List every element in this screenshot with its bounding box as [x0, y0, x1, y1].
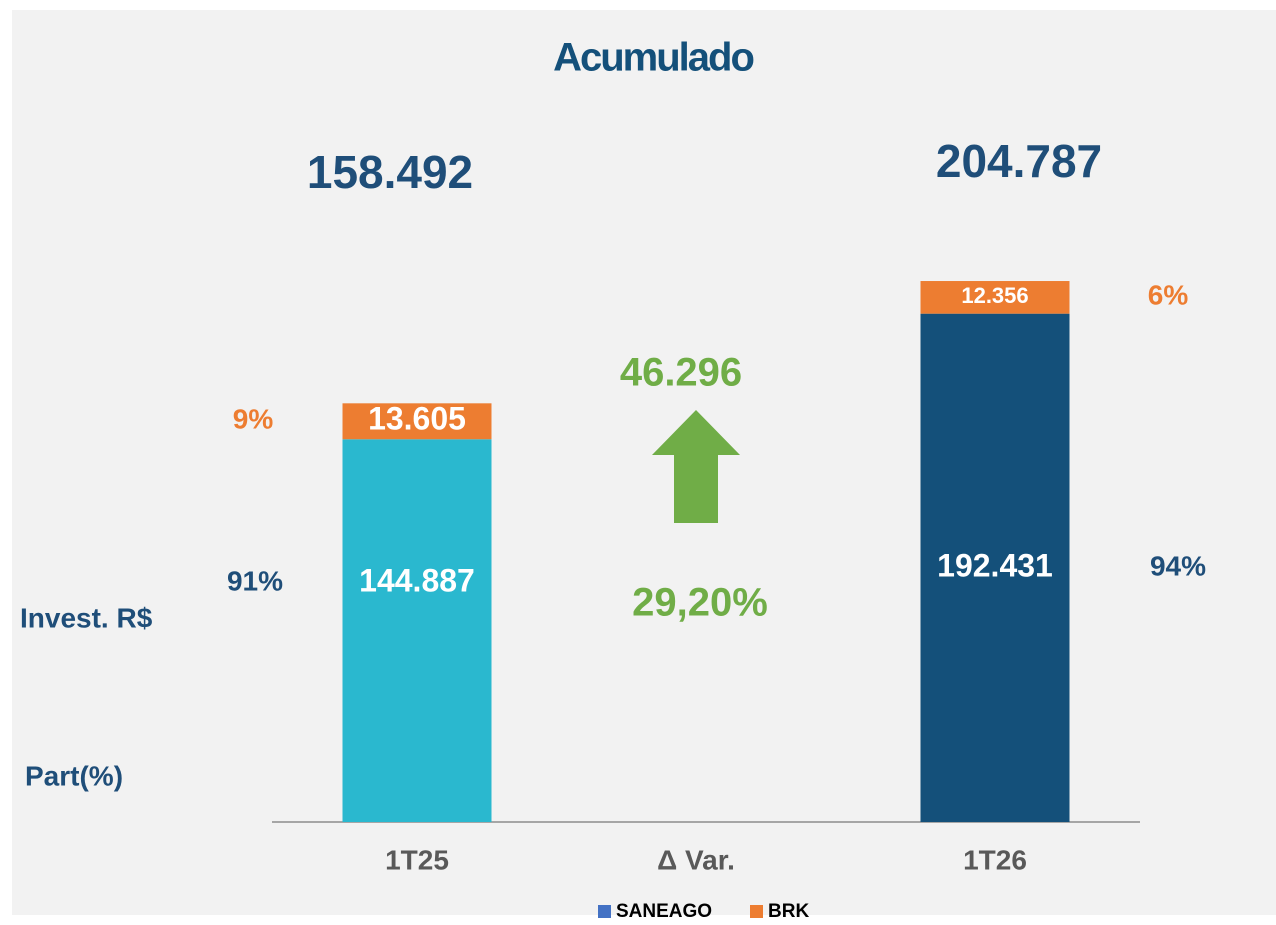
- data-label: 192.431: [937, 547, 1053, 583]
- x-tick-label: Δ Var.: [657, 844, 735, 875]
- data-label: 13.605: [368, 401, 466, 437]
- x-tick-label: 1T25: [385, 844, 449, 875]
- total-label: 204.787: [936, 135, 1102, 187]
- share-label: 6%: [1148, 280, 1189, 311]
- delta-pct: 29,20%: [632, 581, 768, 625]
- total-label: 158.492: [307, 146, 473, 198]
- bar-segment: [920, 313, 1070, 822]
- share-label: 9%: [233, 404, 274, 435]
- legend-label: BRK: [768, 901, 809, 922]
- x-tick-label: 1T26: [963, 844, 1027, 875]
- delta-value: 46.296: [620, 351, 742, 395]
- share-label: 94%: [1150, 550, 1206, 581]
- up-arrow: [652, 410, 740, 523]
- bar-segment: [342, 403, 492, 440]
- row-label: Part(%): [25, 760, 123, 791]
- data-label: 144.887: [359, 562, 475, 598]
- share-label: 91%: [227, 565, 283, 596]
- data-label: 12.356: [961, 283, 1028, 308]
- row-label: Invest. R$: [20, 602, 153, 633]
- legend-label: SANEAGO: [616, 901, 712, 922]
- legend-swatch: [750, 905, 763, 918]
- chart-title: Acumulado: [553, 36, 753, 80]
- bar-segment: [920, 281, 1070, 314]
- bar-segment: [342, 439, 492, 822]
- legend-swatch: [598, 905, 611, 918]
